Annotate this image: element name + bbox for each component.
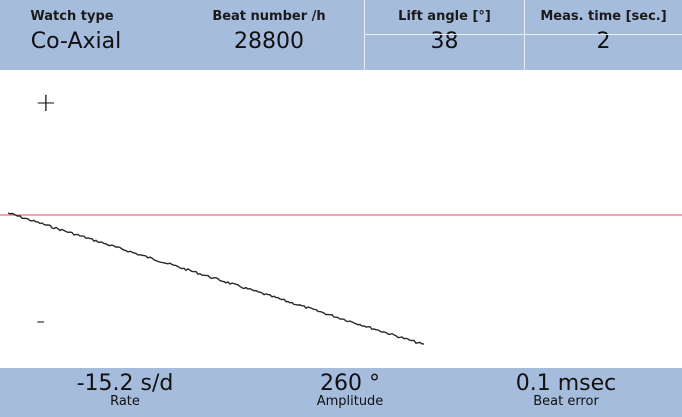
- cell-divider: [525, 34, 682, 35]
- rate-label: Rate: [110, 394, 140, 409]
- lift-angle-label: Lift angle [°]: [398, 9, 491, 24]
- rate-trace: [7, 212, 425, 345]
- watch-type-cell[interactable]: Watch type Co-Axial: [0, 0, 174, 70]
- lift-angle-value: 38: [430, 29, 459, 54]
- beat-number-value: 28800: [234, 29, 304, 54]
- settings-header: Watch type Co-Axial Beat number /h 28800…: [0, 0, 682, 70]
- results-footer: -15.2 s/d Rate 260 ° Amplitude 0.1 msec …: [0, 368, 682, 417]
- trace-canvas: [0, 212, 682, 345]
- beat-number-label: Beat number /h: [212, 9, 326, 24]
- cell-divider: [365, 34, 524, 35]
- rate-readout: -15.2 s/d Rate: [0, 368, 250, 417]
- watch-type-label: Watch type: [30, 9, 114, 24]
- amplitude-readout: 260 ° Amplitude: [250, 368, 450, 417]
- plus-indicator: +: [35, 88, 57, 118]
- meas-time-label: Meas. time [sec.]: [540, 9, 667, 24]
- amplitude-label: Amplitude: [316, 394, 384, 409]
- amplitude-value: 260 °: [320, 371, 380, 396]
- meas-time-value: 2: [596, 29, 611, 54]
- meas-time-cell[interactable]: Meas. time [sec.] 2: [524, 0, 682, 70]
- beat-error-label: Beat error: [533, 394, 599, 409]
- lift-angle-cell[interactable]: Lift angle [°] 38: [364, 0, 524, 70]
- beat-number-cell[interactable]: Beat number /h 28800: [174, 0, 364, 70]
- beat-error-readout: 0.1 msec Beat error: [450, 368, 682, 417]
- rate-value: -15.2 s/d: [76, 371, 174, 396]
- minus-indicator: -: [36, 306, 46, 336]
- watch-type-value: Co-Axial: [30, 29, 122, 54]
- beat-error-value: 0.1 msec: [515, 371, 617, 396]
- timegrapher-plot: + -: [0, 70, 682, 368]
